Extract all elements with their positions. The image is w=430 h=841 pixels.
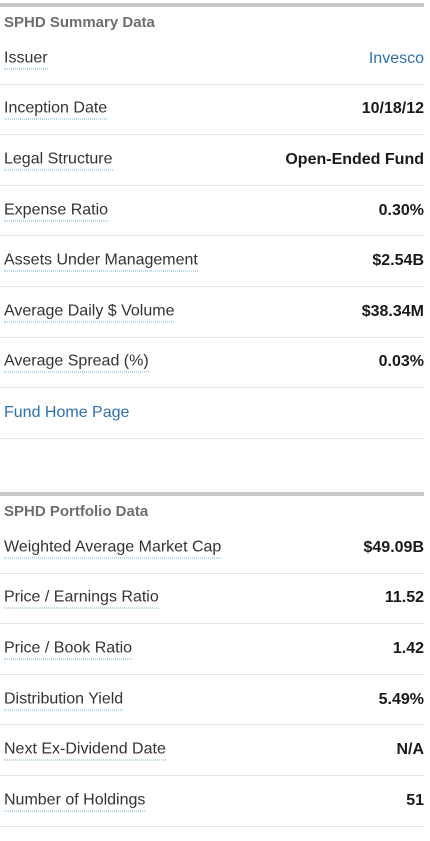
row-issuer: Issuer Invesco	[0, 34, 424, 85]
summary-data-panel: SPHD Summary Data Issuer Invesco Incepti…	[0, 3, 424, 439]
row-legal-structure: Legal Structure Open-Ended Fund	[0, 135, 424, 186]
row-value: Open-Ended Fund	[285, 150, 424, 168]
fund-home-page-link[interactable]: Fund Home Page	[4, 403, 130, 421]
row-value: 5.49%	[378, 690, 424, 708]
row-inception-date: Inception Date 10/18/12	[0, 85, 424, 136]
row-expense-ratio: Expense Ratio 0.30%	[0, 186, 424, 237]
row-label[interactable]: Average Daily $ Volume	[4, 301, 175, 323]
row-label[interactable]: Distribution Yield	[4, 689, 124, 711]
row-next-ex-dividend-date: Next Ex-Dividend Date N/A	[0, 725, 424, 776]
panel-title: SPHD Summary Data	[4, 14, 155, 31]
row-value: N/A	[396, 741, 424, 759]
row-value: 0.03%	[378, 353, 424, 371]
row-assets-under-management: Assets Under Management $2.54B	[0, 236, 424, 287]
row-price-book-ratio: Price / Book Ratio 1.42	[0, 624, 424, 675]
row-average-spread: Average Spread (%) 0.03%	[0, 338, 424, 389]
panel-top-rule	[0, 3, 424, 7]
row-label[interactable]: Price / Book Ratio	[4, 638, 133, 660]
row-value: 0.30%	[378, 201, 424, 219]
row-label[interactable]: Legal Structure	[4, 149, 113, 171]
row-label[interactable]: Next Ex-Dividend Date	[4, 740, 166, 761]
row-average-daily-volume: Average Daily $ Volume $38.34M	[0, 287, 424, 338]
row-value: 10/18/12	[361, 100, 424, 118]
row-value: $2.54B	[372, 252, 424, 270]
row-distribution-yield: Distribution Yield 5.49%	[0, 675, 424, 726]
row-label[interactable]: Weighted Average Market Cap	[4, 537, 222, 559]
panel-top-rule	[0, 492, 424, 496]
row-label[interactable]: Inception Date	[4, 99, 108, 120]
row-label[interactable]: Price / Earnings Ratio	[4, 588, 159, 609]
row-price-earnings-ratio: Price / Earnings Ratio 11.52	[0, 574, 424, 625]
row-label[interactable]: Expense Ratio	[4, 200, 109, 222]
row-value: 1.42	[392, 639, 424, 657]
row-value: 11.52	[384, 589, 424, 607]
row-weighted-average-market-cap: Weighted Average Market Cap $49.09B	[0, 523, 424, 574]
panel-title: SPHD Portfolio Data	[4, 503, 149, 520]
row-label[interactable]: Number of Holdings	[4, 790, 146, 812]
row-fund-home-page: Fund Home Page	[0, 388, 424, 439]
row-label[interactable]: Assets Under Management	[4, 251, 198, 272]
row-value: 51	[406, 791, 424, 809]
portfolio-data-panel: SPHD Portfolio Data Weighted Average Mar…	[0, 492, 424, 827]
row-label[interactable]: Average Spread (%)	[4, 352, 149, 373]
row-label[interactable]: Issuer	[4, 48, 48, 70]
row-value: $38.34M	[361, 302, 424, 320]
row-number-of-holdings: Number of Holdings 51	[0, 776, 424, 827]
row-value: $49.09B	[363, 538, 425, 556]
issuer-link[interactable]: Invesco	[368, 49, 424, 67]
